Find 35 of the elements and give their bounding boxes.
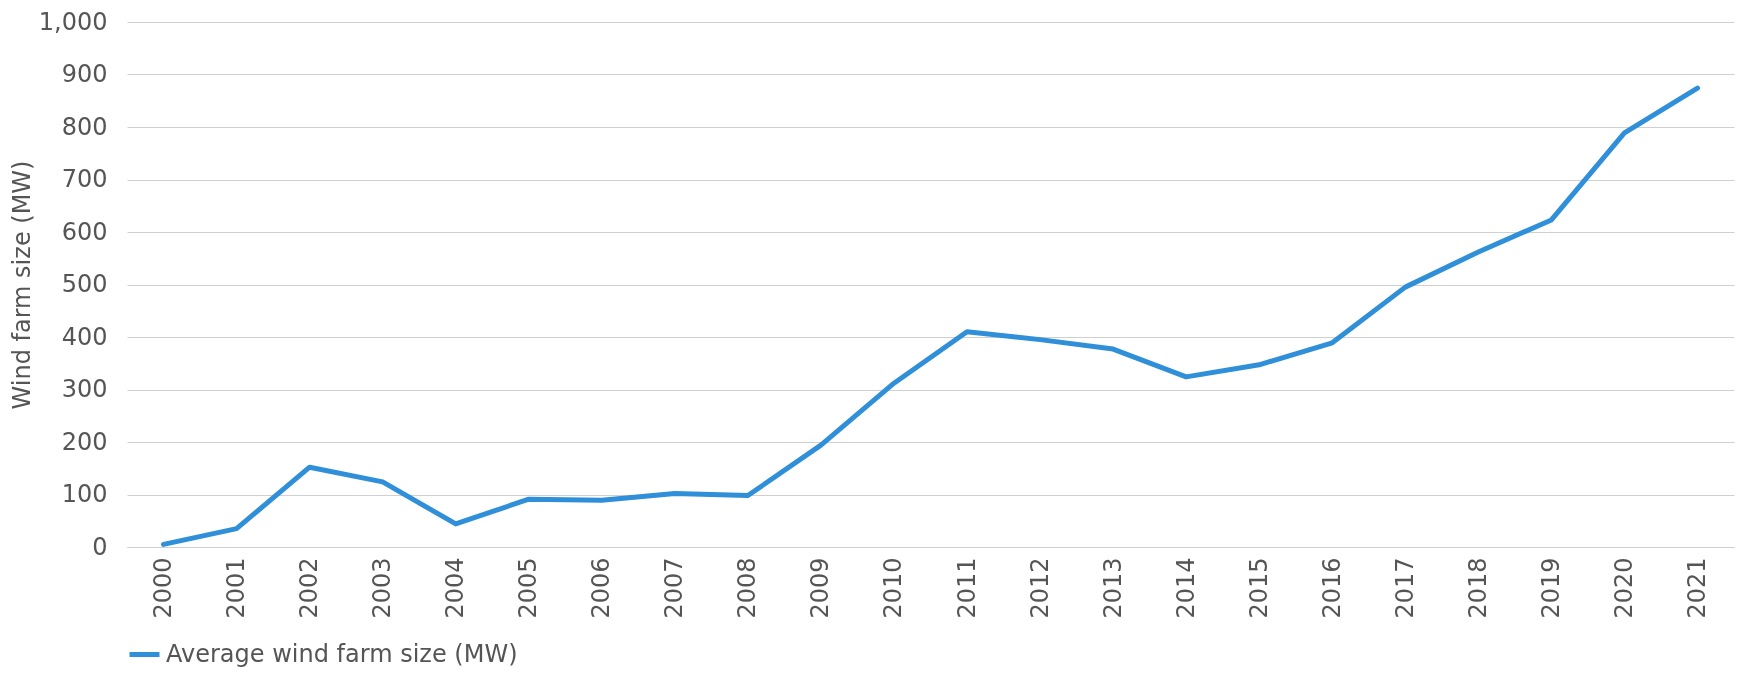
x-tick-label: 2012 <box>1025 557 1054 619</box>
x-tick-label: 2013 <box>1098 557 1127 619</box>
y-tick-label: 400 <box>61 322 108 351</box>
x-tick-label: 2010 <box>879 557 908 619</box>
y-tick-label: 200 <box>61 427 108 456</box>
y-tick-label: 500 <box>61 270 108 298</box>
legend-label: Average wind farm size (MW) <box>166 639 518 668</box>
x-tick-label: 2017 <box>1390 557 1419 619</box>
x-tick-label: 2003 <box>368 557 397 619</box>
y-tick-label: 900 <box>61 60 108 88</box>
x-tick-label: 2004 <box>441 557 470 619</box>
x-tick-label: 2021 <box>1682 557 1711 619</box>
x-tick-label: 2016 <box>1317 557 1346 619</box>
y-tick-label: 1,000 <box>38 7 108 36</box>
y-tick-label: 300 <box>61 375 108 403</box>
x-tick-label: 2002 <box>295 557 324 619</box>
x-tick-label: 2009 <box>806 557 835 619</box>
y-tick-label: 800 <box>61 112 108 141</box>
x-tick-label: 2020 <box>1609 557 1638 619</box>
x-tick-label: 2006 <box>587 557 616 619</box>
x-tick-label: 2007 <box>660 557 689 619</box>
x-tick-label: 2015 <box>1244 557 1273 619</box>
y-tick-label: 0 <box>92 532 108 561</box>
y-axis-title: Wind farm size (MW) <box>7 160 36 410</box>
x-tick-label: 2019 <box>1536 557 1565 619</box>
x-tick-label: 2008 <box>733 557 762 619</box>
x-tick-label: 2011 <box>952 557 981 619</box>
y-tick-label: 100 <box>61 480 108 508</box>
x-tick-label: 2000 <box>149 557 178 619</box>
y-tick-label: 700 <box>61 165 108 193</box>
x-tick-label: 2018 <box>1463 557 1492 619</box>
y-tick-label: 600 <box>61 217 108 246</box>
x-tick-label: 2014 <box>1171 557 1200 619</box>
x-tick-label: 2005 <box>514 557 543 619</box>
x-tick-label: 2001 <box>222 557 251 619</box>
